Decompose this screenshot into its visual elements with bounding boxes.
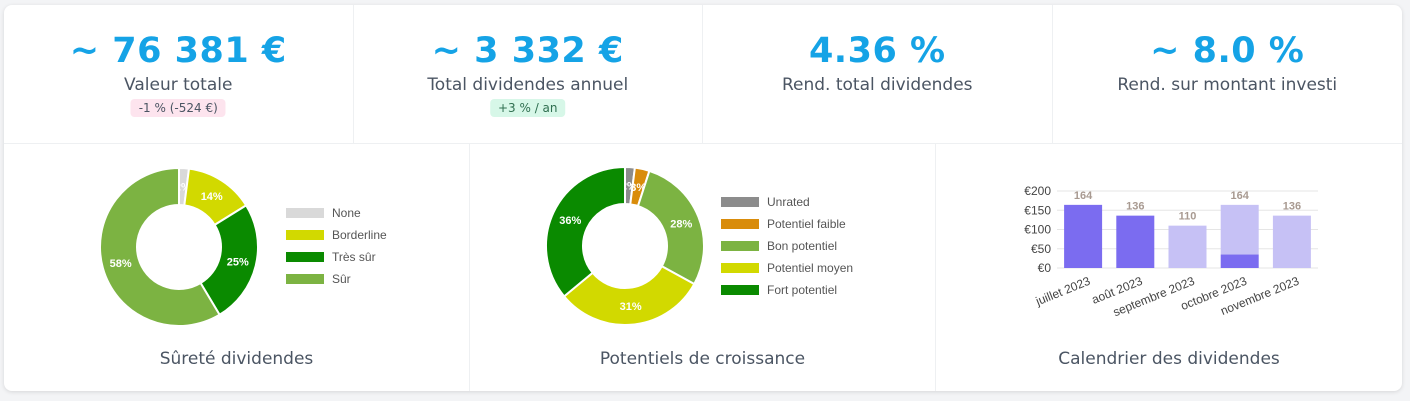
bar-value-label: 136 — [1126, 201, 1144, 213]
bar-septembre-2023[interactable] — [1168, 225, 1207, 268]
y-tick-label: €0 — [1038, 261, 1052, 275]
slice-label: 58% — [110, 258, 132, 270]
y-tick-label: €200 — [1024, 184, 1051, 198]
legend-swatch — [721, 241, 759, 251]
calendar-panel: €0 €50 €100 €150 €200 164 juillet 2023 136 août … — [936, 143, 1402, 391]
bar-value-label: 110 — [1179, 211, 1197, 223]
legend-swatch — [721, 197, 759, 207]
slice-label: 14% — [201, 191, 223, 203]
legend-swatch — [286, 230, 324, 240]
legend-swatch — [286, 252, 324, 262]
legend-item-potentiel-moyen[interactable]: Potentiel moyen — [721, 257, 853, 279]
stat-label: Rend. total dividendes — [781, 75, 973, 95]
legend-swatch — [286, 274, 324, 284]
slice-potentiel-moyen[interactable] — [562, 264, 696, 326]
bar-value-label: 164 — [1074, 190, 1093, 202]
legend-item-unrated[interactable]: Unrated — [721, 191, 853, 213]
y-tick-label: €100 — [1024, 223, 1051, 237]
legend-label: None — [332, 206, 361, 220]
y-tick-label: €150 — [1024, 203, 1051, 217]
stat-value: ~ 3 332 € — [431, 31, 624, 71]
growth-legend: Unrated Potentiel faible Bon potentiel Pote… — [721, 191, 853, 301]
safety-title: Sûreté dividendes — [159, 349, 314, 369]
bar-novembre-2023[interactable] — [1272, 215, 1311, 268]
bar-aout-2023[interactable] — [1116, 215, 1155, 268]
legend-label: Bon potentiel — [767, 239, 838, 253]
legend-swatch — [721, 219, 759, 229]
growth-donut-chart[interactable]: 2%3%28%31%36% — [470, 143, 936, 343]
slice-label: 36% — [559, 215, 581, 227]
stat-label: Valeur totale — [124, 75, 233, 95]
legend-label: Sûr — [332, 272, 351, 286]
growth-title: Potentiels de croissance — [599, 349, 806, 369]
slice-label: 25% — [227, 256, 249, 268]
growth-badge: +3 % / an — [489, 99, 566, 117]
bar-octobre-2023[interactable] — [1220, 254, 1259, 268]
legend-item-borderline[interactable]: Borderline — [286, 224, 387, 246]
legend-item-sur[interactable]: Sûr — [286, 268, 387, 290]
legend-label: Très sûr — [332, 250, 376, 264]
stat-value: ~ 8.0 % — [1150, 31, 1305, 71]
change-badge: -1 % (-524 €) — [130, 99, 226, 117]
stat-value: 4.36 % — [808, 31, 946, 71]
x-tick-label: juillet 2023 — [1033, 274, 1093, 309]
slice-bon-potentiel[interactable] — [636, 169, 705, 286]
legend-label: Borderline — [332, 228, 387, 242]
stat-yield-on-cost: ~ 8.0 % Rend. sur montant investi — [1053, 5, 1403, 143]
legend-label: Fort potentiel — [767, 283, 838, 297]
slice-fort-potentiel[interactable] — [545, 165, 626, 298]
legend-item-bon-potentiel[interactable]: Bon potentiel — [721, 235, 853, 257]
legend-item-tres-sur[interactable]: Très sûr — [286, 246, 387, 268]
safety-donut-chart[interactable]: 2%14%25%58% — [4, 143, 470, 343]
slice-label: 31% — [620, 301, 642, 313]
calendar-title: Calendrier des dividendes — [1058, 349, 1280, 369]
stat-dividend-yield: 4.36 % Rend. total dividendes — [703, 5, 1053, 143]
charts-row: 2% 14% 25% 58% None Borderline Très sûr Sûr Sû… — [4, 143, 1402, 391]
growth-panel: 2% 3% 28% 31% 36% Unrated Potentiel faible Bon… — [470, 143, 936, 391]
legend-item-potentiel-faible[interactable]: Potentiel faible — [721, 213, 853, 235]
legend-swatch — [286, 208, 324, 218]
stats-row: ~ 76 381 € Valeur totale -1 % (-524 €) ~… — [4, 5, 1402, 144]
stat-label: Rend. sur montant investi — [1117, 75, 1338, 95]
bar-value-label: 136 — [1283, 201, 1301, 213]
safety-panel: 2% 14% 25% 58% None Borderline Très sûr Sûr Sû… — [4, 143, 470, 391]
y-tick-label: €50 — [1031, 242, 1051, 256]
safety-legend: None Borderline Très sûr Sûr — [286, 202, 387, 290]
legend-item-fort-potentiel[interactable]: Fort potentiel — [721, 279, 853, 301]
bar-value-label: 164 — [1231, 190, 1250, 202]
dashboard-card: ~ 76 381 € Valeur totale -1 % (-524 €) ~… — [4, 5, 1402, 391]
legend-label: Unrated — [767, 195, 810, 209]
bar-octobre-2023[interactable] — [1220, 204, 1259, 255]
legend-item-none[interactable]: None — [286, 202, 387, 224]
legend-swatch — [721, 263, 759, 273]
slice-label: 28% — [670, 219, 692, 231]
stat-label: Total dividendes annuel — [427, 75, 629, 95]
legend-label: Potentiel moyen — [767, 261, 854, 275]
slice-sur[interactable] — [99, 166, 221, 327]
legend-label: Potentiel faible — [767, 217, 846, 231]
stat-total-value: ~ 76 381 € Valeur totale -1 % (-524 €) — [4, 5, 354, 143]
stat-annual-dividends: ~ 3 332 € Total dividendes annuel +3 % /… — [354, 5, 703, 143]
legend-swatch — [721, 285, 759, 295]
bar-juillet-2023[interactable] — [1064, 204, 1103, 268]
stat-value: ~ 76 381 € — [69, 31, 287, 71]
